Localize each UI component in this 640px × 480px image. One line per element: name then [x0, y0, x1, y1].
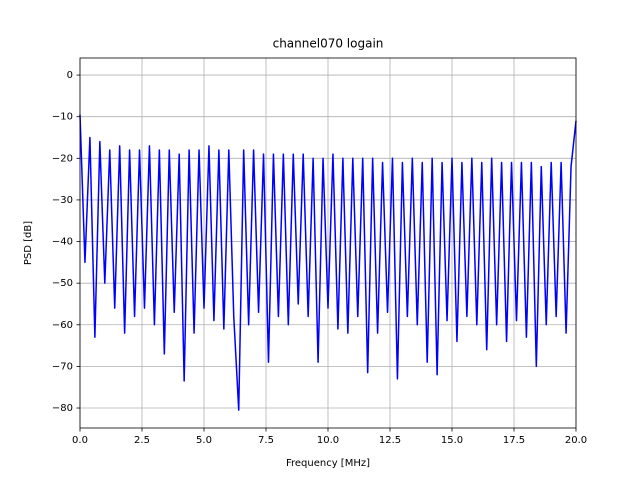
x-tick-label: 12.5 — [379, 435, 401, 446]
y-tick-label: −20 — [52, 153, 73, 164]
y-tick-label: 0 — [67, 70, 73, 81]
x-tick-label: 17.5 — [503, 435, 525, 446]
x-axis-label: Frequency [MHz] — [286, 458, 370, 469]
x-tick-label: 10.0 — [317, 435, 339, 446]
x-tick-label: 0.0 — [72, 435, 88, 446]
chart-title: channel070 logain — [273, 37, 384, 51]
y-tick-label: −70 — [52, 361, 73, 372]
y-tick-label: −80 — [52, 403, 73, 414]
y-tick-label: −30 — [52, 195, 73, 206]
psd-line — [79, 114, 577, 411]
y-tick-label: −10 — [52, 112, 73, 123]
y-tick-label: −40 — [52, 237, 73, 248]
ticks: 0.0 2.5 5.0 7.5 10.0 12.5 15.0 17.5 20.0 −80 −70 −6… — [52, 70, 587, 446]
y-tick-label: −50 — [52, 278, 73, 289]
y-tick-label: −60 — [52, 320, 73, 331]
x-tick-label: 5.0 — [196, 435, 212, 446]
x-tick-label: 7.5 — [258, 435, 274, 446]
x-tick-label: 15.0 — [441, 435, 463, 446]
x-tick-label: 20.0 — [565, 435, 587, 446]
x-tick-label: 2.5 — [134, 435, 150, 446]
plot-area — [79, 114, 577, 411]
y-axis-label: PSD [dB] — [23, 221, 34, 265]
